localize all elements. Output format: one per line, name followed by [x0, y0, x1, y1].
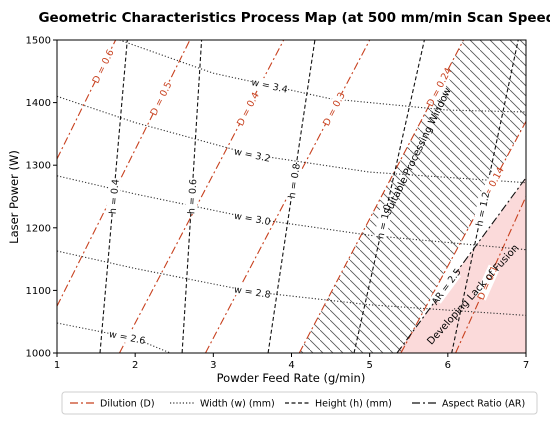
height-line-label: h = 0.6 — [186, 179, 199, 215]
dilution-line — [400, 121, 526, 353]
contour-label-bg — [106, 179, 122, 214]
contour-label-bg — [147, 80, 174, 117]
contour-label-bg — [234, 209, 271, 228]
legend-label: Aspect Ratio (AR) — [442, 399, 525, 410]
legend-label: Width (w) (mm) — [200, 399, 275, 410]
chart-title: Geometric Characteristics Process Map (a… — [38, 10, 550, 26]
x-axis-label: Powder Feed Rate (g/min) — [217, 371, 366, 385]
y-tick-label: 1500 — [26, 36, 51, 47]
contour-label-bg — [472, 191, 492, 227]
y-axis-label: Laser Power (W) — [7, 150, 21, 244]
x-tick-label: 2 — [132, 360, 138, 371]
legend: Dilution (D) Width (w) (mm) Height (h) (mm… — [61, 391, 538, 415]
y-tick-label: 1000 — [26, 349, 51, 360]
x-tick-label: 6 — [445, 360, 451, 371]
contour-label-bg — [474, 264, 500, 301]
x-tick-label: 1 — [54, 360, 60, 371]
contour-label-bg — [425, 69, 453, 105]
y-tick-label: 1200 — [26, 223, 51, 234]
contour-label-bg — [109, 327, 146, 347]
contour-label-bg — [234, 91, 261, 127]
height-line-label: h = 0.8 — [287, 163, 303, 199]
axes: 1 2 3 4 5 6 7 1000 1100 1200 1300 1400 1500 — [26, 36, 530, 372]
contour-label-bg — [251, 76, 288, 95]
x-tick-label: 3 — [210, 360, 216, 371]
contour-label-bg — [234, 145, 271, 164]
contour-label-bg — [234, 283, 271, 301]
aspect-line — [396, 177, 526, 353]
contour-label-bg — [320, 91, 347, 127]
width-line — [57, 322, 171, 353]
contour-label-bg — [285, 163, 303, 199]
plot-area: D = 0.6D = 0.5 D = 0.4 D = 0.3D = 0.24D = … — [57, 40, 526, 353]
legend-label: Height (h) (mm) — [315, 399, 392, 410]
processing-window-region — [299, 40, 526, 353]
legend-label: Dilution (D) — [100, 399, 155, 410]
x-tick-label: 4 — [288, 360, 294, 371]
contour-label-bg — [89, 48, 116, 85]
x-tick-label: 5 — [366, 360, 372, 371]
height-line — [353, 40, 425, 353]
width-line — [57, 95, 526, 184]
contour-label-bg — [184, 179, 199, 214]
dilution-line — [119, 40, 285, 353]
y-tick-label: 1400 — [26, 98, 51, 109]
x-tick-label: 7 — [523, 360, 529, 371]
height-line-label: h = 0.4 — [108, 179, 122, 215]
dilution-line — [57, 40, 117, 160]
contour-label-bg — [374, 203, 394, 240]
y-tick-label: 1100 — [26, 286, 51, 297]
y-tick-label: 1300 — [26, 161, 51, 172]
contour-label-bg — [431, 269, 461, 304]
